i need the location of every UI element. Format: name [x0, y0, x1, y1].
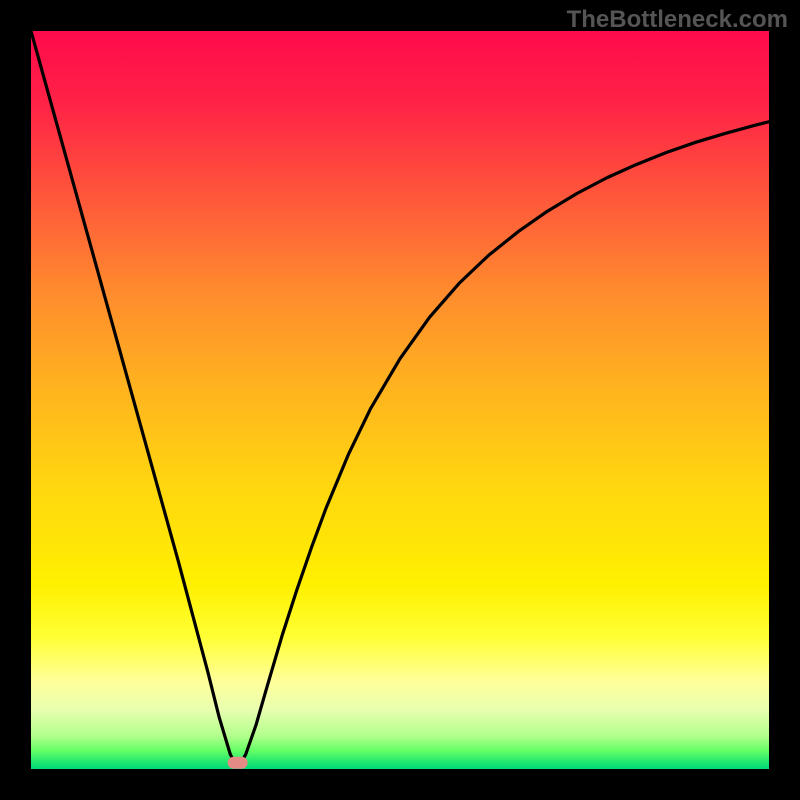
- gradient-background: [31, 31, 769, 769]
- plot-svg: [31, 31, 769, 769]
- plot-area: [31, 31, 769, 769]
- chart-container: TheBottleneck.com: [0, 0, 800, 800]
- watermark-text: TheBottleneck.com: [567, 6, 788, 34]
- min-marker: [228, 757, 248, 769]
